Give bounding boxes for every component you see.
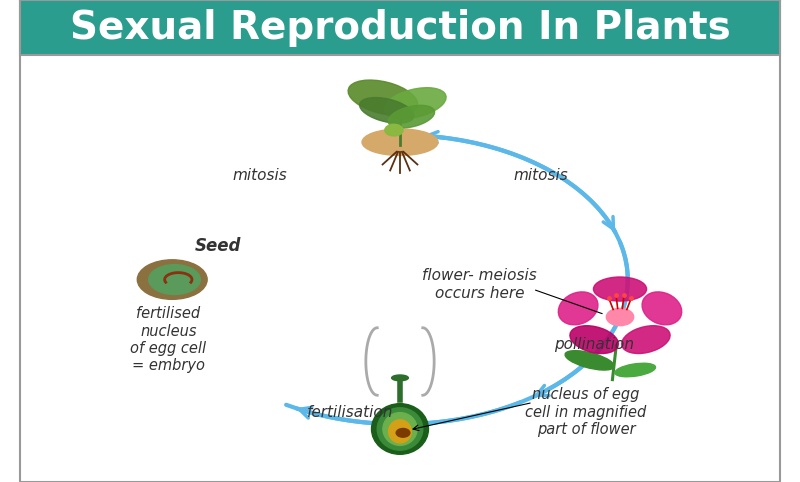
Ellipse shape: [138, 260, 207, 299]
Circle shape: [385, 124, 403, 136]
Text: mitosis: mitosis: [513, 168, 568, 184]
Ellipse shape: [383, 413, 417, 445]
Ellipse shape: [362, 129, 438, 155]
Ellipse shape: [570, 326, 618, 353]
Ellipse shape: [371, 404, 429, 454]
Text: Sexual Reproduction In Plants: Sexual Reproduction In Plants: [70, 9, 730, 47]
Ellipse shape: [384, 88, 446, 119]
Text: nucleus of egg
cell in magnified
part of flower: nucleus of egg cell in magnified part of…: [526, 387, 646, 437]
Text: fertilisation: fertilisation: [307, 404, 394, 420]
Text: mitosis: mitosis: [232, 168, 287, 184]
Ellipse shape: [565, 351, 614, 370]
Ellipse shape: [558, 292, 598, 325]
Ellipse shape: [359, 97, 414, 123]
Circle shape: [396, 428, 410, 437]
Ellipse shape: [388, 105, 434, 128]
Text: fertilised
nucleus
of egg cell
= embryo: fertilised nucleus of egg cell = embryo: [130, 306, 206, 374]
Text: flower- meiosis
occurs here: flower- meiosis occurs here: [422, 268, 537, 301]
Text: Seed: Seed: [194, 237, 241, 255]
Ellipse shape: [622, 326, 670, 353]
Ellipse shape: [378, 408, 422, 450]
Ellipse shape: [642, 292, 682, 325]
Ellipse shape: [594, 277, 646, 301]
Circle shape: [606, 308, 634, 326]
Ellipse shape: [389, 420, 411, 443]
Ellipse shape: [615, 363, 655, 377]
Ellipse shape: [149, 265, 200, 295]
Ellipse shape: [392, 375, 408, 381]
Ellipse shape: [348, 80, 418, 115]
FancyBboxPatch shape: [20, 0, 780, 55]
Text: pollination: pollination: [554, 337, 634, 352]
